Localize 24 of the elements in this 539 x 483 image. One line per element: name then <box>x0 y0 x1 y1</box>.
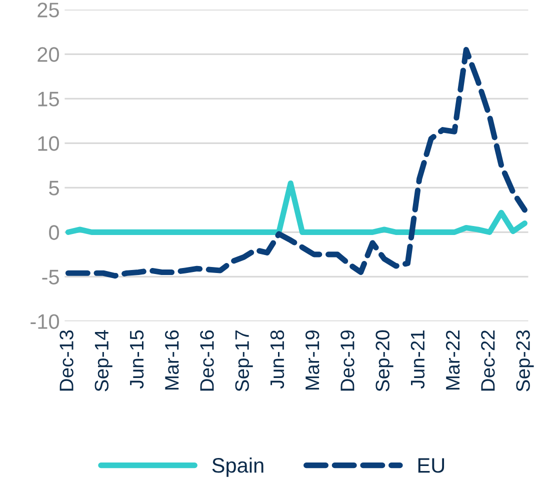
x-tick-label: Dec-19 <box>340 330 354 391</box>
x-tick-label: Jun-21 <box>410 330 425 389</box>
x-tick-label: Mar-19 <box>305 330 320 390</box>
y-tick-label: 20 <box>38 47 60 62</box>
legend-label: EU <box>418 458 444 473</box>
x-tick-label: Mar-16 <box>164 330 179 390</box>
x-tick-label: Sep-17 <box>235 330 253 392</box>
x-tick-label: Dec-16 <box>200 330 214 391</box>
y-tick-label: 25 <box>38 2 59 18</box>
legend-label: Spain <box>212 457 264 477</box>
x-tick-label: Sep-14 <box>94 330 112 392</box>
x-tick-label: Dec-13 <box>60 330 74 391</box>
y-tick-label: 10 <box>38 136 60 151</box>
y-tick-label: 5 <box>49 180 59 196</box>
y-tick-label: 0 <box>49 225 60 240</box>
y-tick-label: 15 <box>38 92 59 106</box>
y-tick-label: -10 <box>30 314 60 329</box>
x-tick-label: Sep-20 <box>376 330 394 392</box>
x-tick-label: Dec-22 <box>481 330 495 391</box>
x-tick-label: Jun-15 <box>130 330 144 389</box>
x-tick-label: Jun-18 <box>270 330 284 389</box>
x-tick-label: Mar-22 <box>446 330 460 390</box>
x-tick-label: Sep-23 <box>516 330 534 392</box>
y-tick-label: -5 <box>42 270 59 284</box>
